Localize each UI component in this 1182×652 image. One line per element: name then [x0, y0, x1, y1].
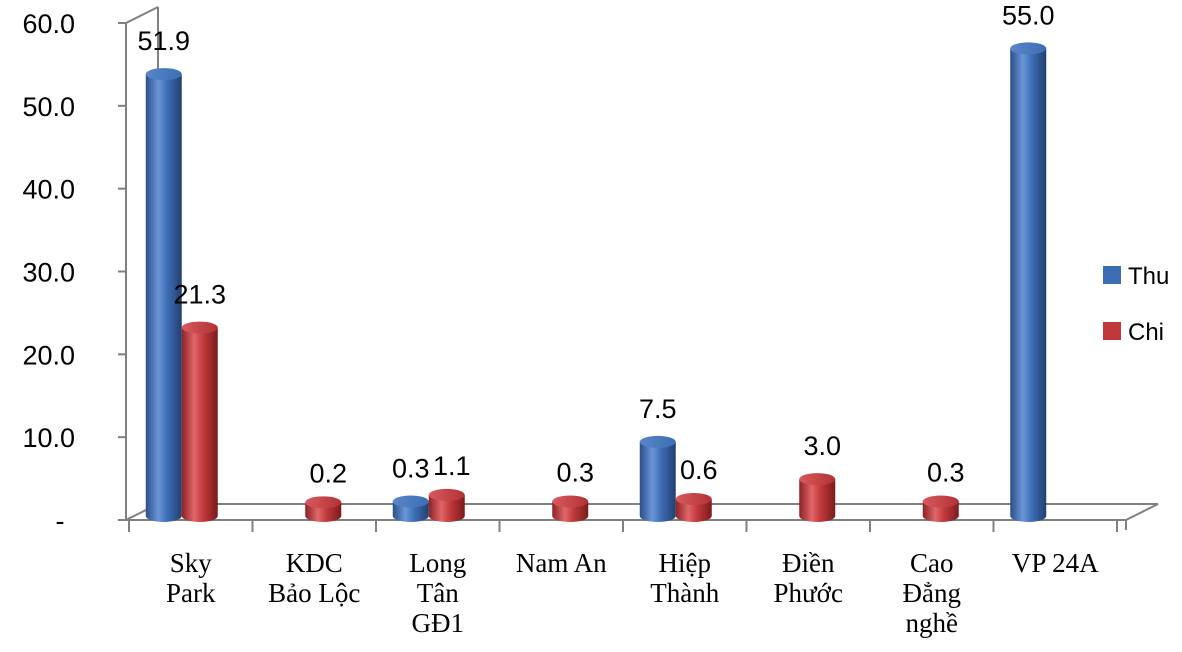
legend-label: Chi	[1128, 319, 1164, 346]
data-label: 3.0	[803, 431, 841, 461]
bar-cap	[675, 493, 712, 506]
y-tick-label: -	[56, 506, 65, 536]
data-label: 51.9	[137, 26, 190, 56]
data-label: 7.5	[639, 394, 677, 424]
bar-chi	[552, 495, 589, 522]
x-tick-label: VP 24A	[1012, 548, 1099, 578]
y-tick-label: 50.0	[22, 92, 75, 122]
legend: Thu Chi	[1103, 263, 1169, 346]
x-tick-label: Sky Park	[166, 548, 216, 608]
bar-thu	[639, 435, 676, 522]
x-tick-label: Cao Đẳng nghề	[903, 548, 961, 638]
bar-cap	[392, 495, 429, 508]
data-label: 55.0	[1002, 0, 1055, 30]
bar-chi	[675, 493, 712, 522]
x-tick-label: Điền Phước	[774, 548, 843, 608]
legend-item-thu: Thu	[1103, 263, 1169, 290]
legend-label: Thu	[1128, 263, 1169, 290]
bar-thu	[145, 68, 182, 522]
bar-chi	[305, 496, 342, 522]
data-label: 0.2	[309, 458, 347, 488]
data-label: 0.6	[680, 455, 718, 485]
x-tick-label: Hiệp Thành	[650, 548, 719, 608]
x-tick-label: KDC Bảo Lộc	[268, 548, 360, 608]
legend-item-chi: Chi	[1103, 319, 1164, 346]
bar-body	[639, 441, 676, 522]
y-tick-label: 30.0	[22, 258, 75, 288]
bar-cap	[799, 473, 836, 486]
bar-cap	[922, 495, 959, 508]
bar-body	[675, 499, 712, 522]
data-label: 1.1	[433, 451, 471, 481]
data-label: 21.3	[173, 280, 226, 310]
y-axis-ticks: - 10.0 20.0 30.0 40.0 50.0 60.0	[22, 9, 126, 536]
bar-body	[145, 74, 182, 522]
x-tick-label: Nam An	[516, 548, 607, 578]
y-tick-label: 40.0	[22, 175, 75, 205]
bar-cap	[552, 495, 589, 508]
bar-cap	[145, 68, 182, 81]
bars	[145, 42, 1047, 523]
data-label: 0.3	[927, 458, 965, 488]
bar-body	[1010, 48, 1047, 523]
x-tick-label: Long Tân GĐ1	[409, 548, 466, 638]
data-label: 0.3	[392, 454, 430, 484]
data-labels: 51.90.37.555.021.30.2 1.1 0.3 0.63.00.3	[137, 0, 1054, 488]
bar-chi	[428, 488, 465, 522]
bar-cap	[1010, 42, 1047, 55]
bar-cap	[428, 488, 465, 501]
bar-cap	[181, 321, 218, 334]
x-axis-ticks: Sky Park KDC Bảo Lộc Long Tân GĐ1 Nam An Hiệp Thà…	[166, 548, 1099, 638]
y-tick-label: 20.0	[22, 340, 75, 370]
data-label: 0.3	[556, 458, 594, 488]
legend-swatch	[1103, 322, 1121, 340]
bar-thu	[392, 495, 429, 522]
bar-chi	[799, 473, 836, 522]
bar-cap	[639, 435, 676, 448]
y-tick-label: 10.0	[22, 423, 75, 453]
bar-chi	[181, 321, 218, 522]
legend-swatch	[1103, 266, 1121, 284]
bar-cap	[305, 496, 342, 509]
y-axis-back-edge	[125, 6, 159, 24]
bar-body	[799, 479, 836, 522]
bar-body	[428, 494, 465, 522]
bar-chi	[922, 495, 959, 522]
bar-body	[181, 327, 218, 522]
bar-thu	[1010, 42, 1047, 523]
y-tick-label: 60.0	[22, 9, 75, 39]
